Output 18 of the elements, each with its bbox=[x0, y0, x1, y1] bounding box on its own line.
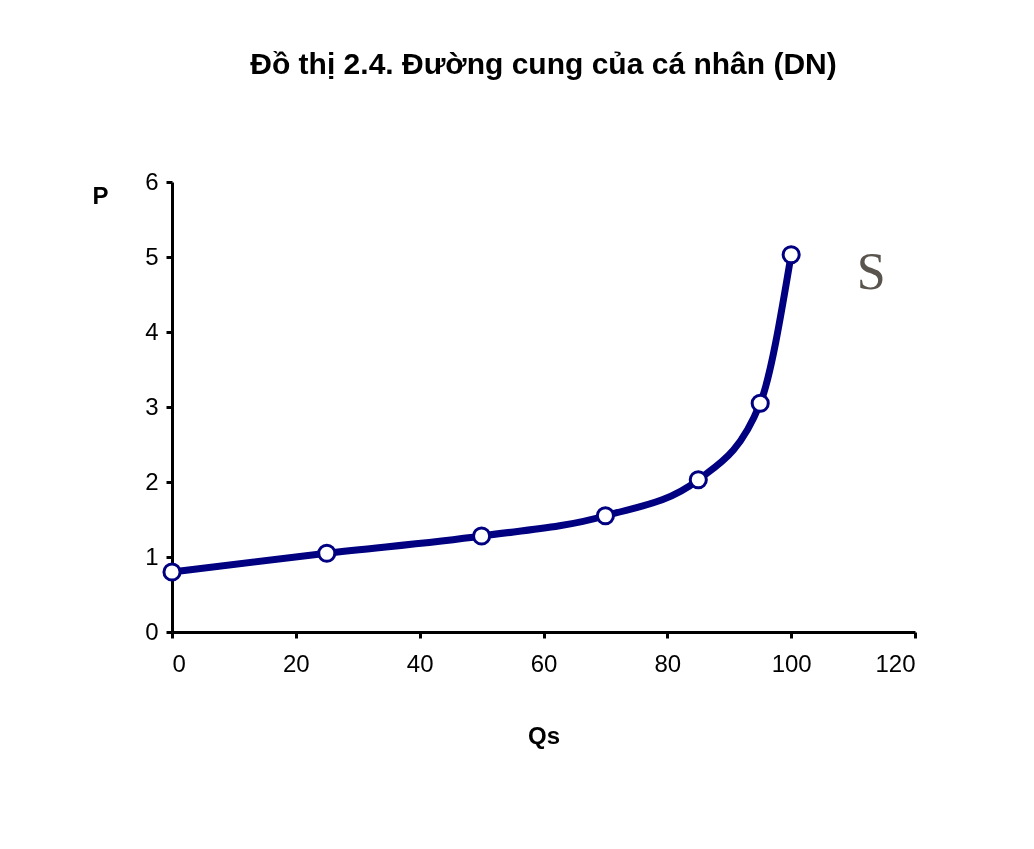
y-tick-label: 5 bbox=[145, 242, 159, 270]
x-tick-label: 40 bbox=[406, 649, 434, 677]
x-axis-title: Qs bbox=[527, 721, 561, 749]
x-tick-label: 120 bbox=[875, 649, 916, 677]
y-tick-label: 1 bbox=[145, 542, 159, 570]
chart-title: Đồ thị 2.4. Đường cung của cá nhân (DN) bbox=[250, 47, 837, 80]
y-tick-label: 0 bbox=[145, 617, 159, 645]
y-axis-title: P bbox=[92, 181, 109, 209]
x-tick-label: 0 bbox=[172, 649, 186, 677]
x-tick-label: 20 bbox=[282, 649, 310, 677]
y-tick-label: 6 bbox=[145, 167, 159, 195]
y-tick-label: 3 bbox=[145, 392, 159, 420]
y-tick-label: 4 bbox=[145, 317, 159, 345]
x-tick-label: 100 bbox=[771, 649, 812, 677]
x-tick-label: 80 bbox=[654, 649, 682, 677]
series-label: S bbox=[856, 242, 886, 300]
x-tick-label: 60 bbox=[530, 649, 558, 677]
y-tick-label: 2 bbox=[145, 467, 159, 495]
